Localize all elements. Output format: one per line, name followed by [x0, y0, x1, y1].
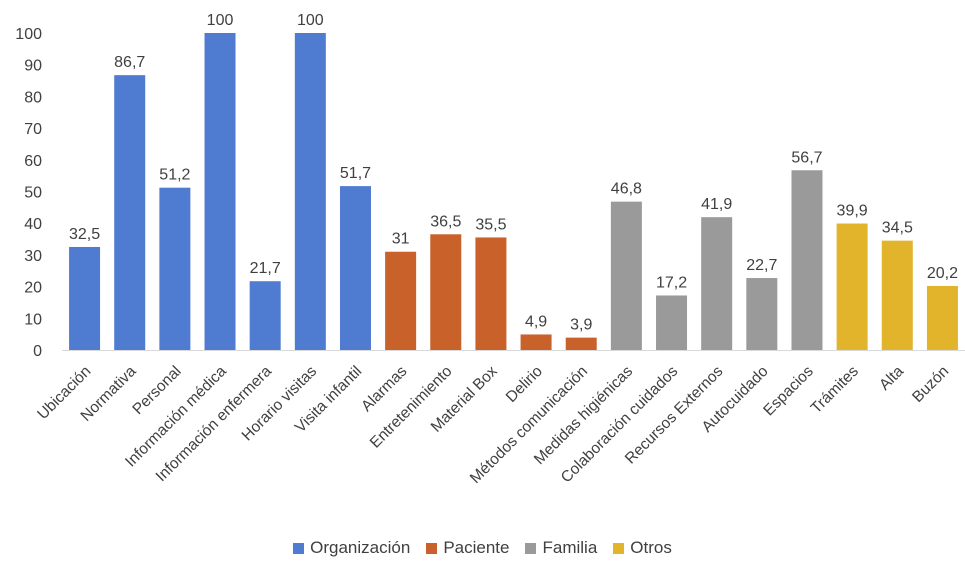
x-tick-label: Entretenimiento [367, 363, 456, 452]
legend-swatch [613, 542, 625, 554]
data-label: 56,7 [791, 149, 822, 166]
bar [926, 285, 958, 350]
data-label: 86,7 [114, 54, 145, 71]
bar [159, 187, 191, 350]
bar [430, 234, 462, 350]
data-label: 20,2 [927, 265, 958, 282]
x-tick-label: Buzón [909, 363, 952, 406]
y-tick-label: 30 [24, 248, 42, 265]
bars [69, 33, 958, 350]
legend-item-familia: Familia [525, 538, 597, 558]
bar [69, 246, 101, 350]
bar [385, 251, 417, 350]
bar [656, 295, 688, 350]
data-label: 31 [392, 231, 410, 248]
y-tick-label: 20 [24, 280, 42, 297]
bar [746, 278, 778, 350]
data-label: 17,2 [656, 274, 687, 291]
legend-item-otros: Otros [613, 538, 672, 558]
legend-swatch [525, 542, 537, 554]
y-tick-label: 50 [24, 185, 42, 202]
y-tick-label: 90 [24, 58, 42, 75]
x-tick-label: Delirio [503, 363, 546, 406]
bar [339, 186, 371, 350]
x-tick-label: Trámites [808, 363, 862, 417]
data-label: 51,2 [159, 167, 190, 184]
data-label: 39,9 [837, 203, 868, 220]
data-label: 41,9 [701, 196, 732, 213]
legend: Organización Paciente Familia Otros [0, 538, 965, 558]
legend-swatch [293, 542, 305, 554]
data-label: 36,5 [430, 213, 461, 230]
data-label: 51,7 [340, 165, 371, 182]
legend-item-organizacion: Organización [293, 538, 410, 558]
bar [204, 33, 236, 350]
y-tick-label: 80 [24, 89, 42, 106]
legend-label: Otros [630, 538, 672, 557]
data-label: 34,5 [882, 220, 913, 237]
bar [565, 337, 597, 350]
bar [249, 281, 281, 350]
data-label: 32,5 [69, 226, 100, 243]
bar [701, 217, 733, 350]
y-tick-label: 100 [15, 26, 42, 43]
x-tick-label: Espacios [760, 363, 817, 420]
y-tick-label: 10 [24, 311, 42, 328]
y-axis-ticks: 0 10 20 30 40 50 60 70 80 90 100 [15, 26, 42, 360]
bar [836, 223, 868, 350]
x-tick-label: Alta [876, 363, 907, 394]
data-labels: 32,5 86,7 51,2 100 21,7 100 51,7 31 36,5 35,5 4,9 3… [69, 12, 958, 334]
legend-label: Paciente [443, 538, 510, 557]
legend-item-paciente: Paciente [426, 538, 509, 558]
data-label: 21,7 [250, 260, 281, 277]
data-label: 3,9 [570, 317, 592, 334]
legend-swatch [426, 542, 438, 554]
legend-label: Organización [310, 538, 411, 557]
y-tick-label: 70 [24, 121, 42, 138]
data-label: 46,8 [611, 181, 642, 198]
y-tick-label: 0 [33, 343, 42, 360]
bar [520, 334, 552, 350]
legend-label: Familia [542, 538, 598, 557]
bar [114, 75, 146, 350]
data-label: 35,5 [475, 216, 506, 233]
bar [610, 201, 642, 350]
bar [475, 237, 507, 350]
data-label: 100 [207, 12, 234, 29]
bar [881, 240, 913, 350]
data-label: 22,7 [746, 257, 777, 274]
data-label: 4,9 [525, 313, 547, 330]
bar [791, 170, 823, 350]
y-tick-label: 60 [24, 153, 42, 170]
y-tick-label: 40 [24, 216, 42, 233]
data-label: 100 [297, 12, 324, 29]
bar [294, 33, 326, 350]
